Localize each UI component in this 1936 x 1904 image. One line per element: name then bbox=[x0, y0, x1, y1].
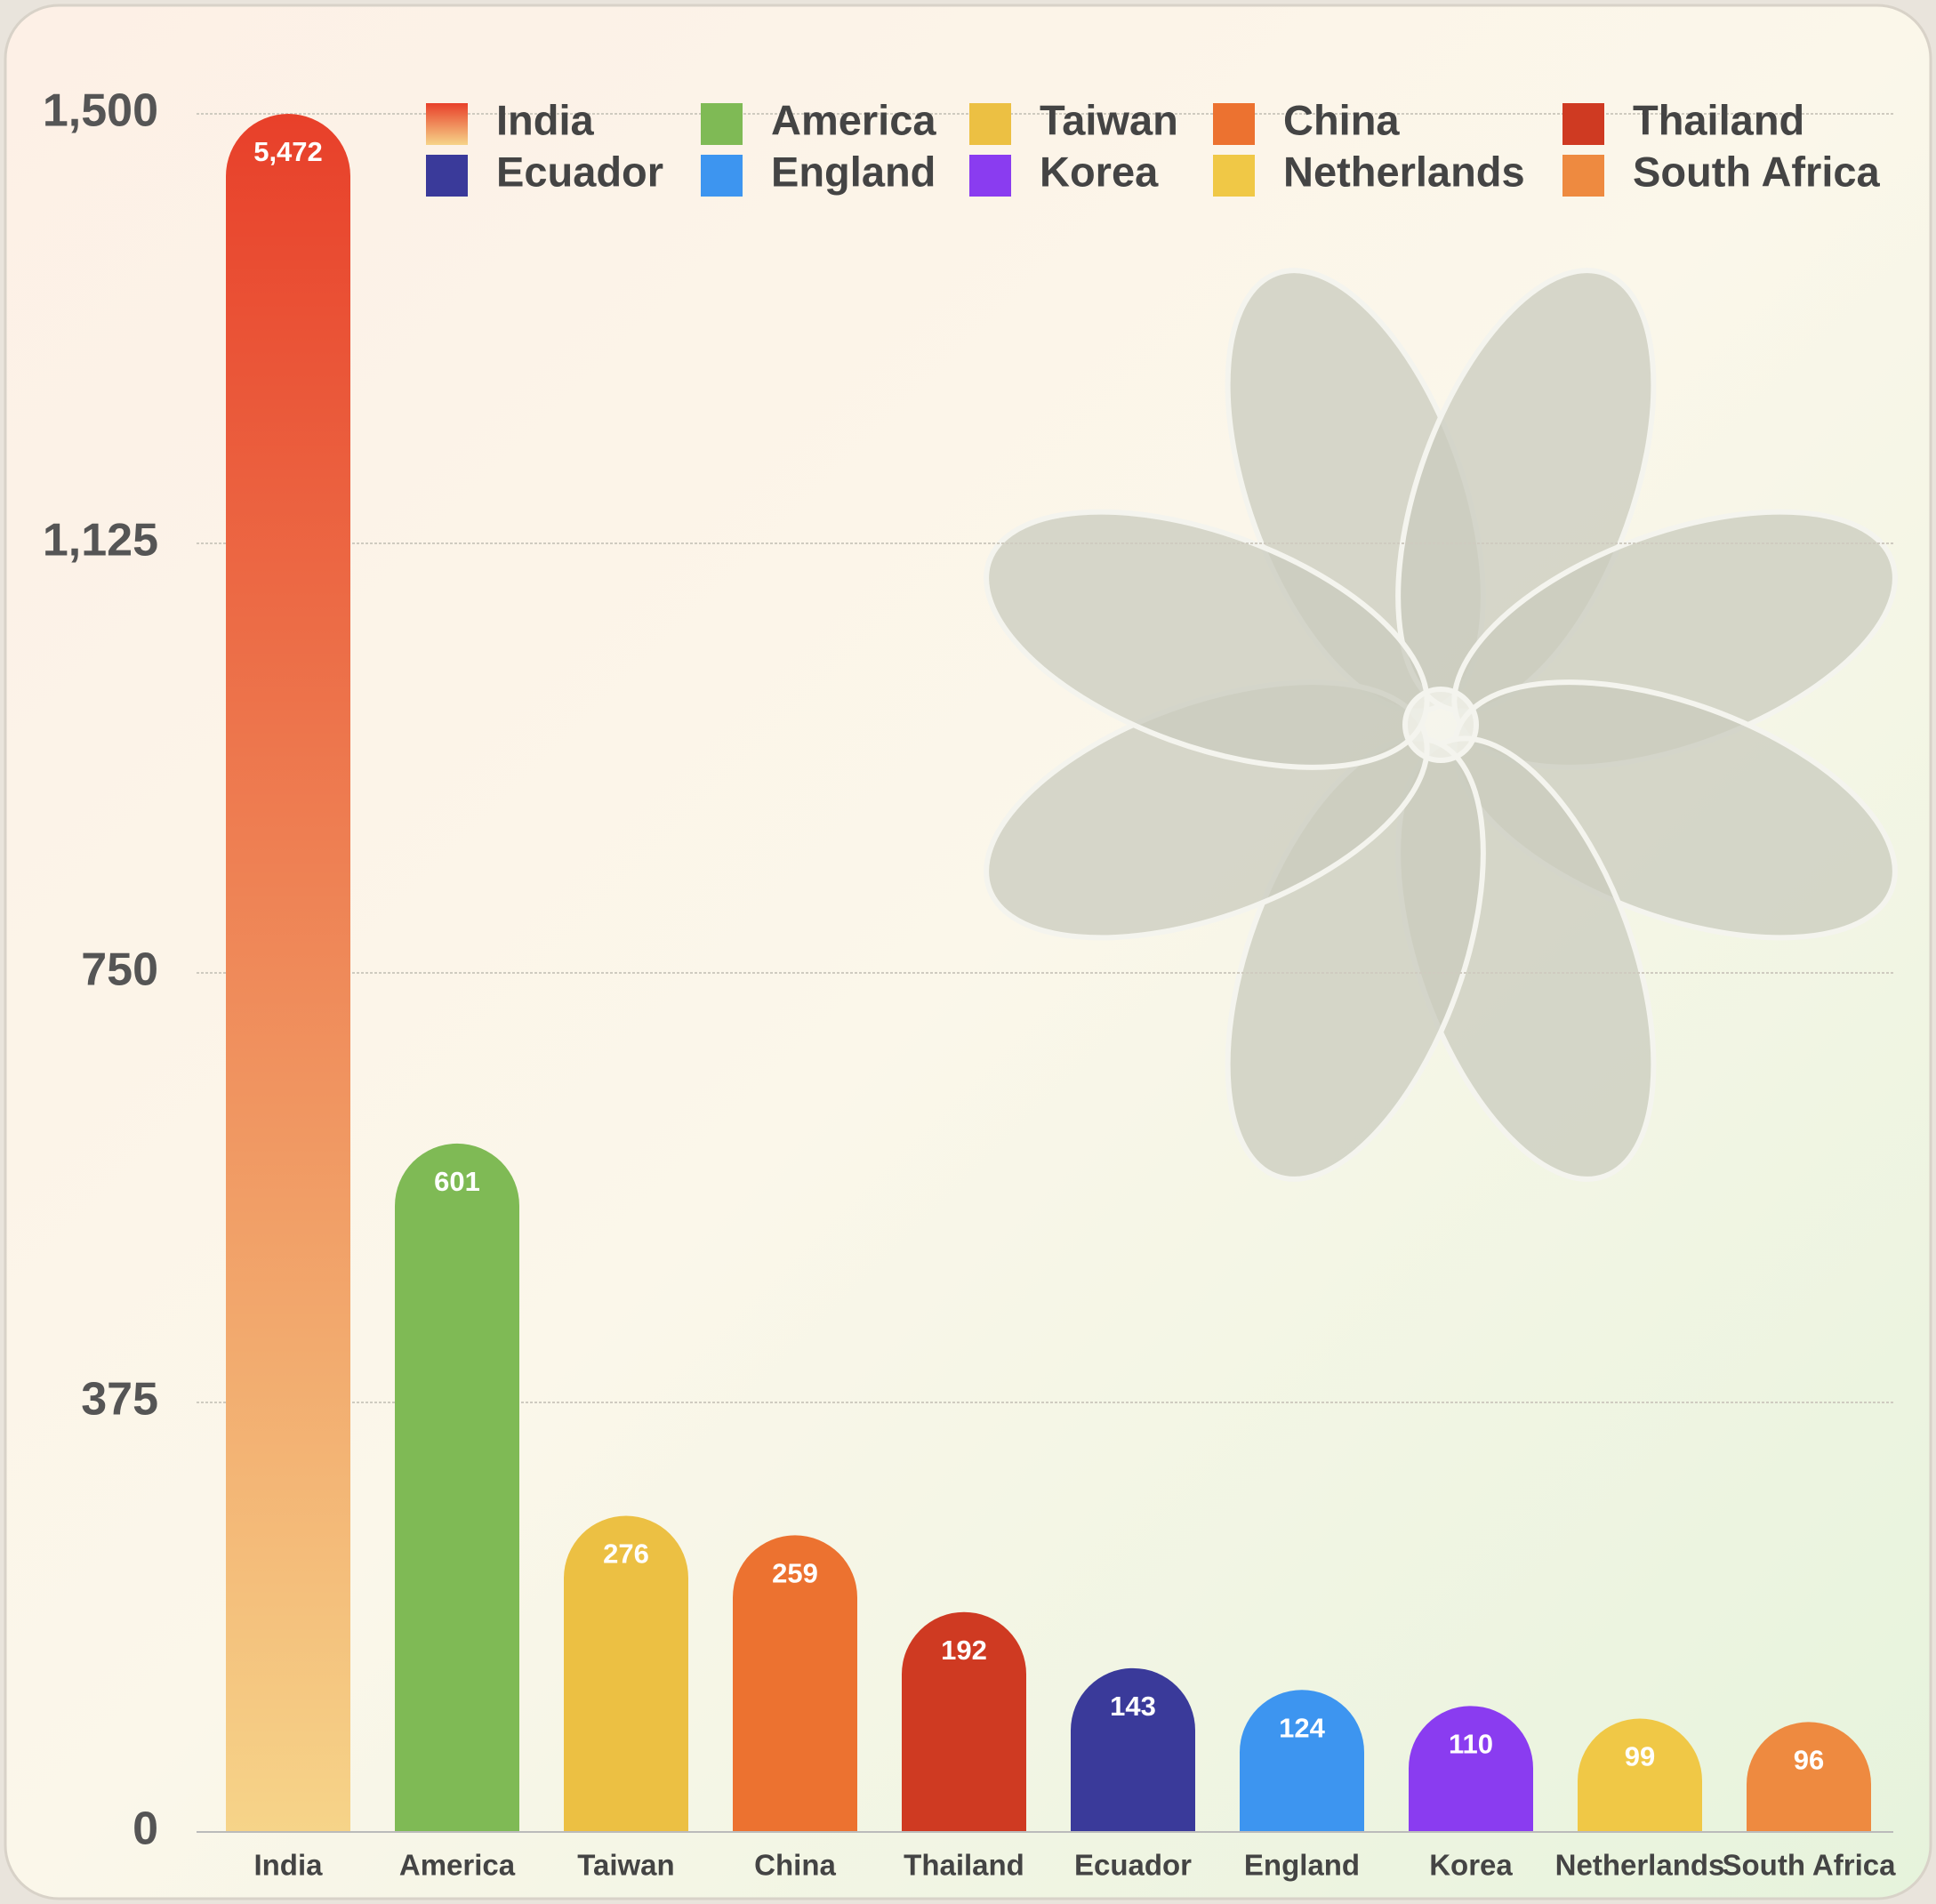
legend-label: South Africa bbox=[1633, 148, 1881, 195]
value-label: 110 bbox=[1449, 1729, 1493, 1760]
legend-swatch bbox=[1213, 155, 1255, 197]
x-tick-label: South Africa bbox=[1723, 1849, 1897, 1882]
legend-label: Netherlands bbox=[1283, 148, 1525, 195]
legend-swatch bbox=[1562, 103, 1604, 145]
x-tick-label: Ecuador bbox=[1074, 1849, 1192, 1882]
value-label: 5,472 bbox=[253, 136, 323, 167]
value-label: 99 bbox=[1625, 1741, 1655, 1772]
y-tick-label: 375 bbox=[81, 1374, 158, 1426]
x-tick-label: Taiwan bbox=[577, 1849, 674, 1882]
value-label: 601 bbox=[434, 1166, 480, 1197]
legend-swatch bbox=[701, 155, 743, 197]
y-tick-label: 750 bbox=[81, 944, 158, 996]
x-tick-label: Korea bbox=[1429, 1849, 1513, 1882]
legend-swatch bbox=[426, 103, 468, 145]
bar bbox=[1071, 1667, 1195, 1832]
x-tick-label: China bbox=[754, 1849, 836, 1882]
legend-swatch bbox=[426, 155, 468, 197]
legend-label: Korea bbox=[1040, 148, 1159, 195]
legend-swatch bbox=[1562, 155, 1604, 197]
value-label: 192 bbox=[941, 1635, 987, 1666]
value-label: 124 bbox=[1279, 1712, 1325, 1743]
y-tick-label: 0 bbox=[133, 1804, 158, 1855]
x-tick-label: England bbox=[1244, 1849, 1360, 1882]
value-label: 259 bbox=[772, 1558, 818, 1589]
bar bbox=[1578, 1718, 1702, 1832]
y-tick-label: 1,125 bbox=[43, 515, 158, 566]
x-tick-label: Netherlands bbox=[1555, 1849, 1725, 1882]
y-tick-label: 1,500 bbox=[43, 85, 158, 137]
bar bbox=[564, 1515, 688, 1832]
x-tick-label: Thailand bbox=[904, 1849, 1024, 1882]
legend-label: China bbox=[1283, 96, 1400, 143]
legend-label: Ecuador bbox=[496, 148, 663, 195]
bar bbox=[1409, 1706, 1533, 1832]
x-tick-label: India bbox=[253, 1849, 323, 1882]
legend-label: Thailand bbox=[1633, 96, 1804, 143]
legend-label: England bbox=[771, 148, 936, 195]
bar bbox=[1747, 1722, 1871, 1832]
legend-label: America bbox=[771, 96, 936, 143]
value-label: 276 bbox=[603, 1538, 649, 1570]
legend-swatch bbox=[969, 103, 1011, 145]
legend-label: India bbox=[496, 96, 595, 143]
legend-label: Taiwan bbox=[1040, 96, 1178, 143]
value-label: 143 bbox=[1110, 1691, 1156, 1722]
flower-decoration bbox=[984, 268, 1898, 1182]
x-tick-label: America bbox=[399, 1849, 516, 1882]
bar bbox=[733, 1535, 857, 1832]
bar bbox=[1240, 1690, 1364, 1832]
bar bbox=[395, 1143, 519, 1832]
bar bbox=[226, 114, 350, 1832]
legend-swatch bbox=[1213, 103, 1255, 145]
legend-swatch bbox=[701, 103, 743, 145]
value-label: 96 bbox=[1794, 1745, 1824, 1776]
legend-swatch bbox=[969, 155, 1011, 197]
bar bbox=[902, 1611, 1026, 1832]
